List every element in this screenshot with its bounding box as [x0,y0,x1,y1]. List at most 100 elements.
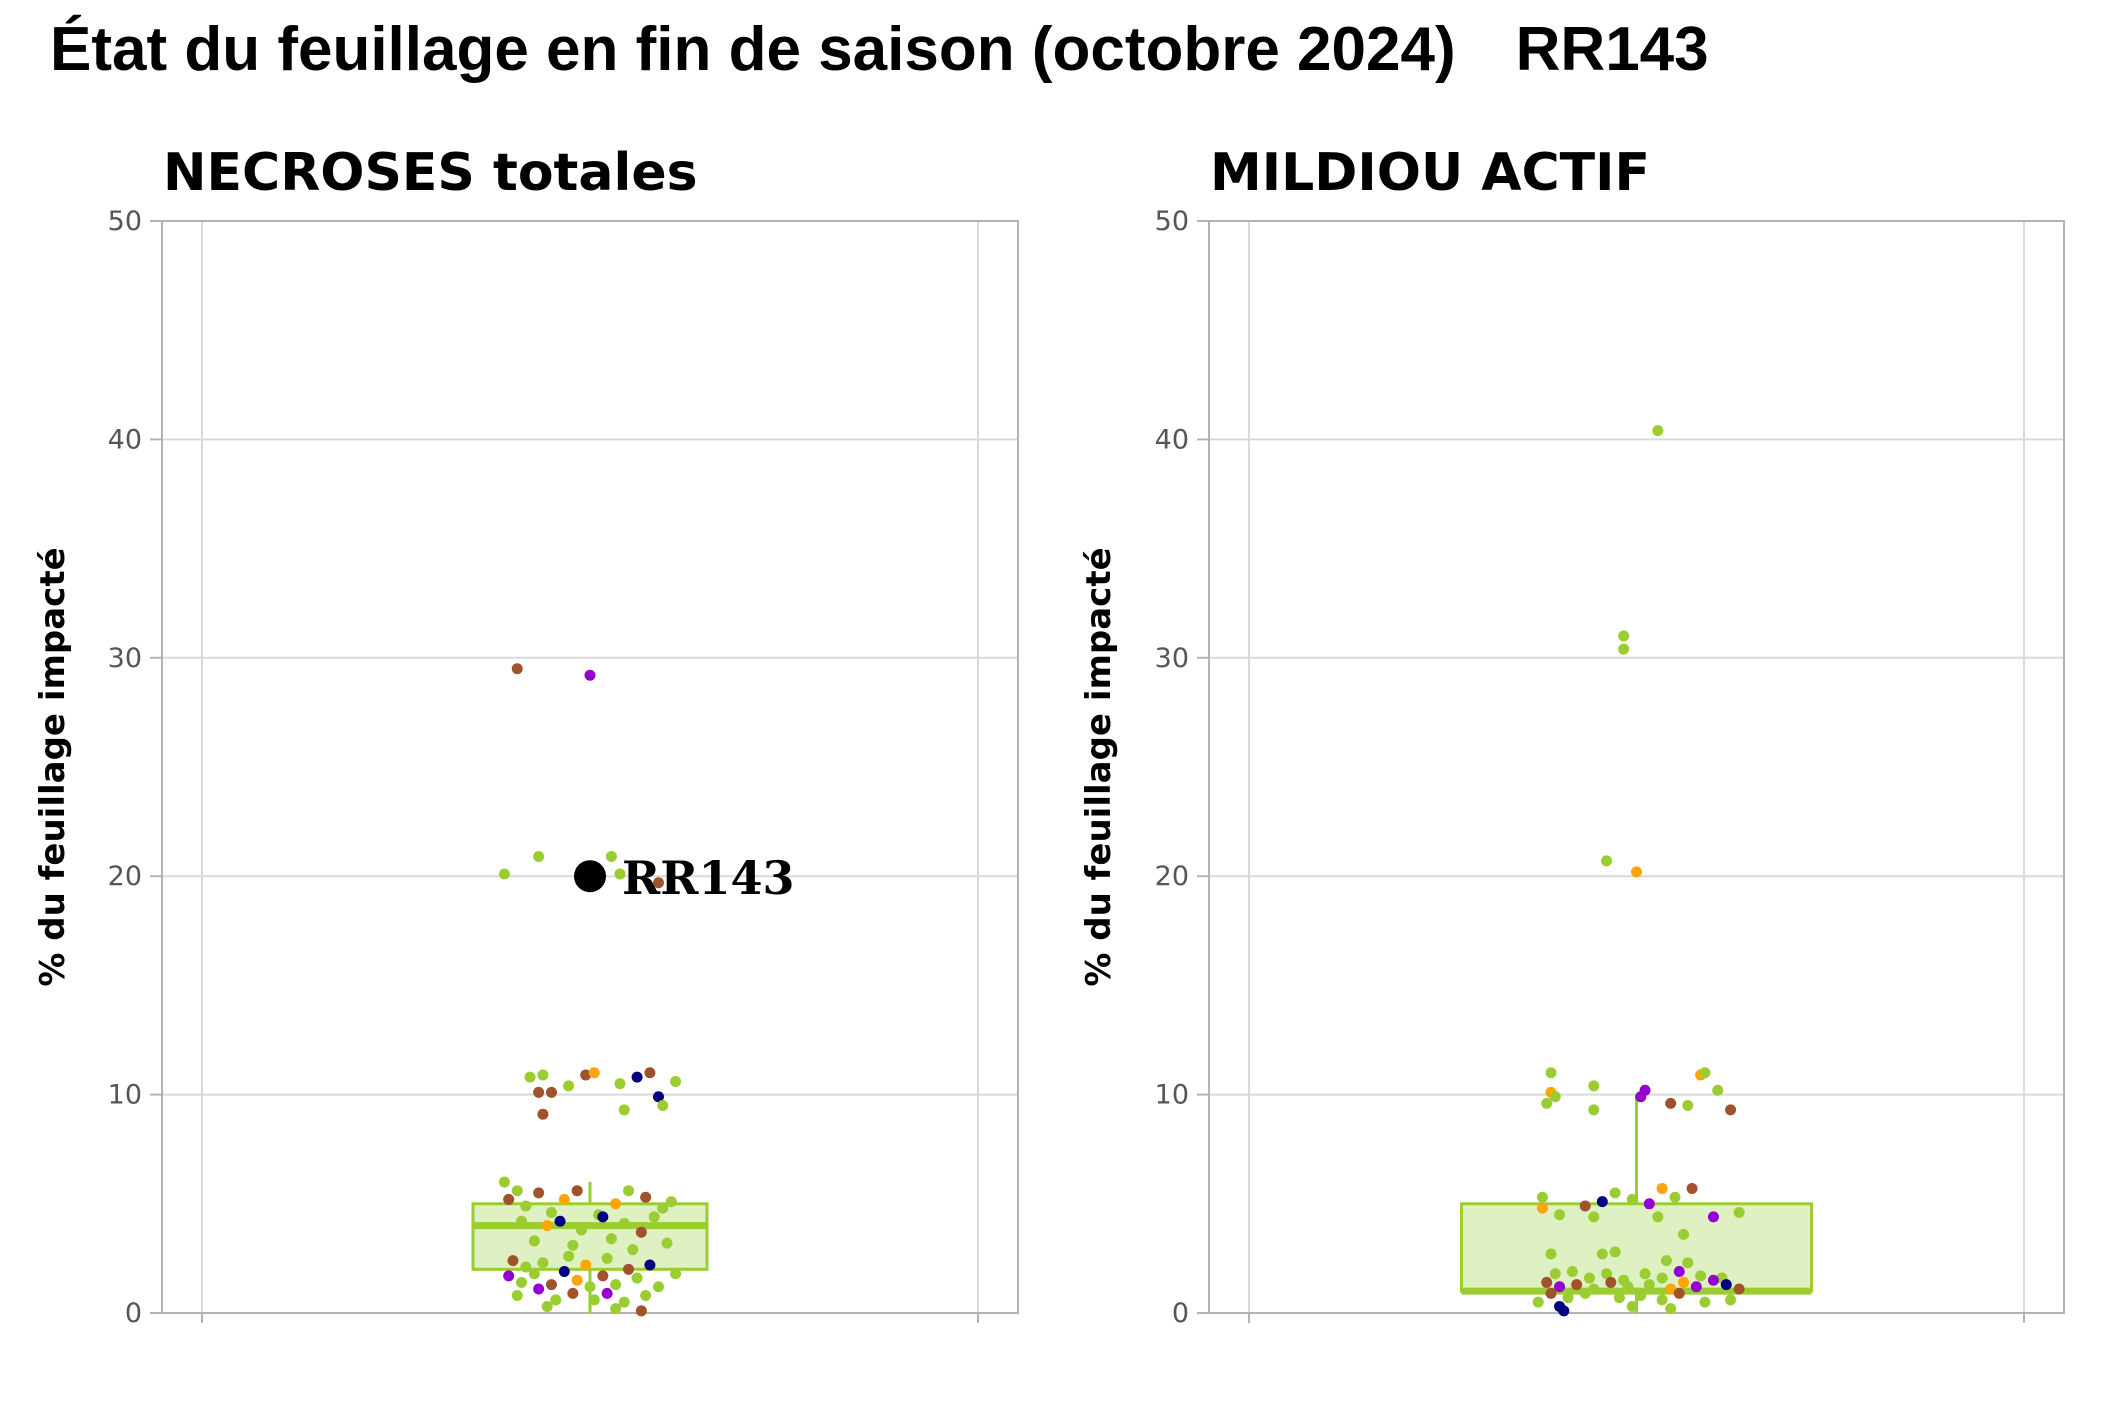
data-point [1660,1255,1672,1267]
data-point [640,1191,652,1203]
data-point [1733,1283,1745,1295]
data-point [623,1185,635,1197]
data-point [1588,1104,1600,1116]
panel-title: MILDIOU ACTIF [1210,143,1650,203]
data-point [1656,1183,1668,1195]
data-point [1707,1211,1719,1223]
data-point [605,851,617,863]
data-point [567,1287,579,1299]
y-tick-label-40: 40 [1155,424,1189,455]
y-axis-label: % du feuillage impacté [33,547,73,986]
data-point [1733,1207,1745,1219]
data-point [1635,1091,1647,1103]
data-point [1699,1067,1711,1079]
data-point [528,1235,540,1247]
data-point [1541,1097,1553,1109]
data-point [618,1217,630,1229]
data-point [1626,1300,1638,1312]
data-point [1541,1276,1553,1288]
highlight-point [574,860,606,893]
data-point [1609,1187,1621,1199]
data-point [614,1078,626,1090]
data-point [1579,1287,1591,1299]
data-point [657,1202,669,1214]
data-point [661,1237,673,1249]
data-point [511,1290,523,1302]
data-point [1549,1091,1561,1103]
data-point [610,1198,622,1210]
data-point [1545,1248,1557,1260]
data-point [648,1211,660,1223]
data-point [1673,1287,1685,1299]
data-point [1622,1281,1634,1293]
data-point [1725,1104,1737,1116]
data-point [601,1287,613,1299]
data-point [1583,1272,1595,1284]
data-point [1596,1196,1608,1208]
data-point [1545,1287,1557,1299]
data-point [644,1259,656,1271]
data-point [652,877,664,889]
data-point [1665,1097,1677,1109]
data-point [533,1086,545,1098]
data-point [1566,1266,1578,1278]
data-point [670,1268,682,1280]
data-point [507,1255,519,1267]
figure-title-code: RR143 [1516,15,1709,84]
data-point [623,1263,635,1275]
data-point [1588,1080,1600,1092]
data-point [1579,1200,1591,1212]
data-point [1656,1294,1668,1306]
data-point [1631,866,1642,878]
data-point [1682,1257,1694,1269]
data-point [610,1279,622,1291]
y-tick-label-50: 50 [108,206,142,237]
data-point [528,1268,540,1280]
data-point [1695,1270,1707,1282]
y-tick-label-30: 30 [1155,643,1189,674]
data-point [618,1104,630,1116]
data-point [541,1220,553,1232]
data-point [580,1259,592,1271]
data-point [498,868,510,880]
data-point [580,1069,592,1081]
chart-panel-2: MILDIOU ACTIF 0 10 20 30 40 50 % du feuillage i… [1079,143,2065,1329]
data-point [635,1305,647,1317]
chart-panel-1: NECROSES totales 0 10 20 30 40 50 % du feuillag… [33,143,1019,1329]
data-point [571,1185,583,1197]
data-point [601,1252,613,1264]
data-point [1643,1279,1655,1291]
data-point [1588,1283,1600,1295]
data-point [1639,1268,1651,1280]
data-point [498,1176,510,1188]
data-point [1669,1191,1681,1203]
data-point [597,1211,609,1223]
data-point [537,1069,549,1081]
data-point [516,1276,528,1288]
data-point [520,1200,532,1212]
data-point [545,1279,557,1291]
data-point [670,1075,682,1087]
data-point [1618,630,1630,642]
data-point [1562,1292,1574,1304]
data-point [533,1283,545,1295]
data-point [1720,1279,1732,1291]
data-point [640,1290,652,1302]
data-point [516,1215,528,1227]
data-point [1686,1183,1698,1195]
data-point [1601,1268,1613,1280]
data-point [605,1233,617,1245]
data-point [537,1257,549,1269]
data-point [1558,1305,1570,1317]
data-point [558,1193,570,1205]
data-point [575,1224,587,1236]
data-point [511,1185,523,1197]
data-point [520,1261,532,1273]
data-point [1618,643,1630,655]
data-point [1652,425,1664,437]
data-point [1601,855,1613,867]
data-point [554,1215,566,1227]
data-point [627,1244,639,1256]
data-point [563,1080,575,1092]
panel-title: NECROSES totales [163,143,698,203]
